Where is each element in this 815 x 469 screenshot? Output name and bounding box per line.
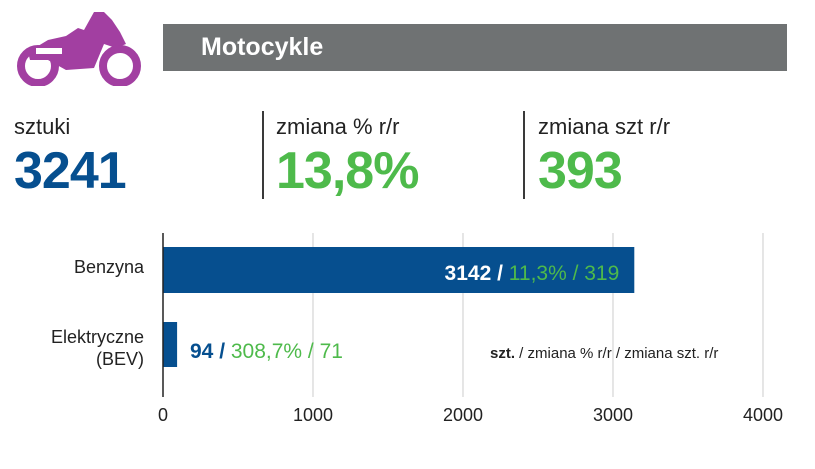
- data-label: 3142 / 11,3% / 319: [445, 262, 620, 285]
- title-bar: Motocykle: [163, 24, 787, 71]
- legend-note: szt. / zmiana % r/r / zmiana szt. r/r: [490, 345, 718, 362]
- motorcycle-front-wheel: [99, 45, 141, 86]
- stat-units-label: sztuki: [14, 114, 71, 139]
- data-label: 94 / 308,7% / 71: [190, 340, 343, 363]
- x-tick-label: 1000: [293, 405, 333, 425]
- stat-change-units-label: zmiana szt r/r: [538, 114, 671, 139]
- motorcycle-body: [28, 12, 126, 70]
- stat-divider: [262, 111, 264, 199]
- stat-units-value: 3241: [14, 142, 127, 200]
- bar-chart: 0 1000 2000 3000 4000 Benzyna Elektryczne (BEV)…: [51, 233, 783, 425]
- bar: [163, 322, 178, 367]
- x-tick-label: 3000: [593, 405, 633, 425]
- stat-divider: [523, 111, 525, 199]
- stat-change-percent-label: zmiana % r/r: [276, 114, 400, 139]
- stat-change-percent-value: 13,8%: [276, 142, 419, 200]
- motorcycle-icon: [17, 12, 141, 86]
- motorcycle-seat-line: [36, 48, 62, 54]
- category-label: Elektryczne (BEV): [51, 327, 144, 369]
- category-label: Benzyna: [74, 257, 145, 277]
- x-tick-label: 2000: [443, 405, 483, 425]
- x-tick-label: 0: [158, 405, 168, 425]
- bar: [163, 247, 635, 293]
- x-tick-label: 4000: [743, 405, 783, 425]
- stat-change-units-value: 393: [538, 142, 623, 200]
- page-title: Motocykle: [201, 33, 324, 61]
